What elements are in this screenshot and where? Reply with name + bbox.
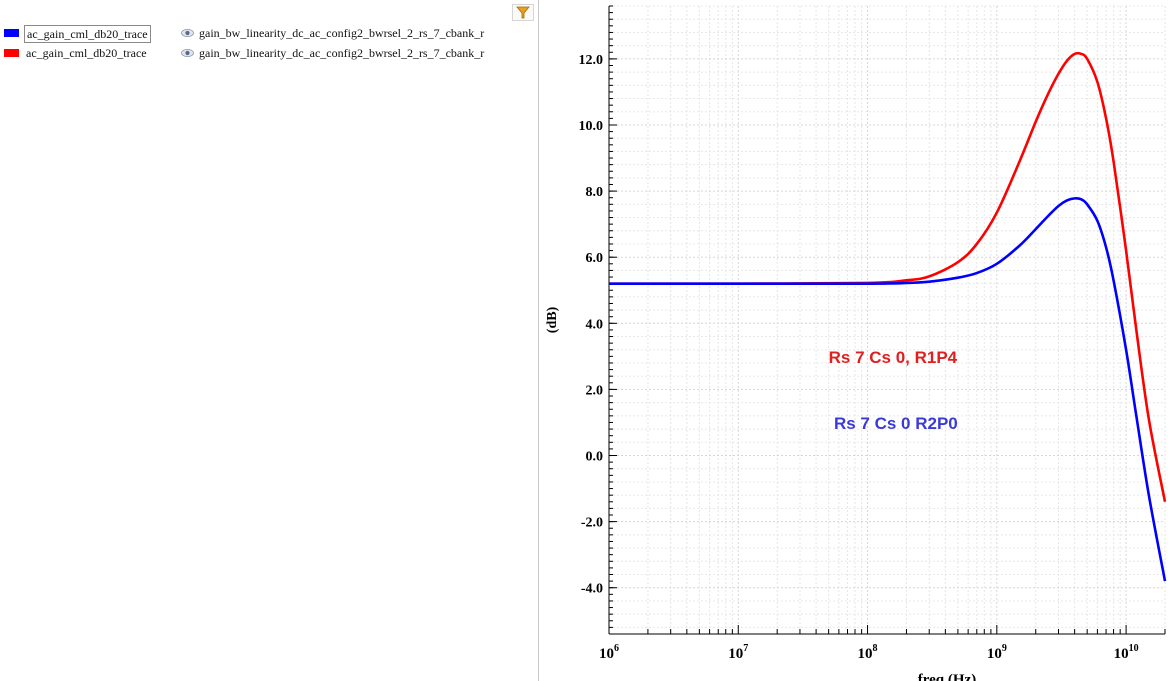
eye-icon[interactable] — [181, 48, 194, 58]
annotation-label: Rs 7 Cs 0, R1P4 — [829, 348, 958, 367]
eye-icon[interactable] — [181, 28, 194, 38]
dataset-name: gain_bw_linearity_dc_ac_config2_bwrsel_2… — [199, 26, 485, 40]
trace-color-swatch — [4, 49, 19, 57]
x-tick-label: 1010 — [1114, 643, 1139, 662]
x-tick-label: 106 — [599, 643, 619, 662]
filter-button[interactable] — [512, 4, 534, 21]
legend-row[interactable]: ac_gain_cml_db20_trace gain_bw_linearity… — [4, 24, 538, 43]
plot-area[interactable]: -4.0 -2.0 0.0 2.0 4.0 6.0 8.0 10.0 12.0 106 107 108… — [539, 0, 1168, 681]
x-tick-label: 109 — [987, 643, 1007, 662]
y-tick-label: 0.0 — [586, 450, 604, 465]
y-tick-label: 12.0 — [579, 53, 604, 68]
x-tick-label: 107 — [728, 643, 748, 662]
panel-divider[interactable] — [538, 0, 539, 681]
trace-name[interactable]: ac_gain_cml_db20_trace — [24, 25, 151, 43]
y-tick-label: 8.0 — [586, 185, 604, 200]
x-axis-label: freq (Hz) — [918, 672, 976, 681]
annotations: Rs 7 Cs 0, R1P4 Rs 7 Cs 0 R2P0 — [829, 348, 958, 433]
grid — [608, 5, 1166, 634]
trace-name[interactable]: ac_gain_cml_db20_trace — [26, 46, 147, 60]
y-tick-label: 4.0 — [586, 317, 604, 332]
y-tick-label: -4.0 — [581, 582, 603, 597]
y-tick-label: 2.0 — [586, 383, 604, 398]
x-tick-label: 108 — [858, 643, 878, 662]
filter-icon — [516, 6, 530, 19]
trace-color-swatch — [4, 29, 19, 37]
legend-panel: ac_gain_cml_db20_trace gain_bw_linearity… — [0, 0, 538, 681]
series-line — [609, 197, 1167, 582]
legend-row[interactable]: ac_gain_cml_db20_trace gain_bw_linearity… — [4, 44, 538, 62]
y-tick-label: -2.0 — [581, 516, 603, 531]
series-line — [608, 51, 1167, 503]
dataset-name: gain_bw_linearity_dc_ac_config2_bwrsel_2… — [199, 46, 485, 60]
y-tick-label: 10.0 — [579, 119, 604, 134]
y-axis-label: (dB) — [545, 306, 560, 333]
series-layer — [608, 51, 1167, 582]
y-tick-label: 6.0 — [586, 251, 604, 266]
axes: -4.0 -2.0 0.0 2.0 4.0 6.0 8.0 10.0 12.0 106 107 108… — [545, 5, 1166, 681]
annotation-label: Rs 7 Cs 0 R2P0 — [834, 414, 958, 433]
